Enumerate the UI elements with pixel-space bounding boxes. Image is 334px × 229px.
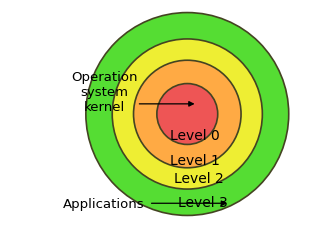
- Text: Level 3: Level 3: [178, 195, 228, 209]
- Text: Operation
system
kernel: Operation system kernel: [71, 71, 137, 114]
- Text: Level 0: Level 0: [170, 129, 220, 143]
- Text: Level 1: Level 1: [170, 153, 220, 167]
- Text: Level 2: Level 2: [174, 172, 223, 185]
- Text: Applications: Applications: [63, 197, 145, 210]
- Circle shape: [134, 61, 241, 168]
- Circle shape: [112, 40, 262, 189]
- Circle shape: [86, 14, 289, 215]
- Circle shape: [157, 84, 218, 145]
